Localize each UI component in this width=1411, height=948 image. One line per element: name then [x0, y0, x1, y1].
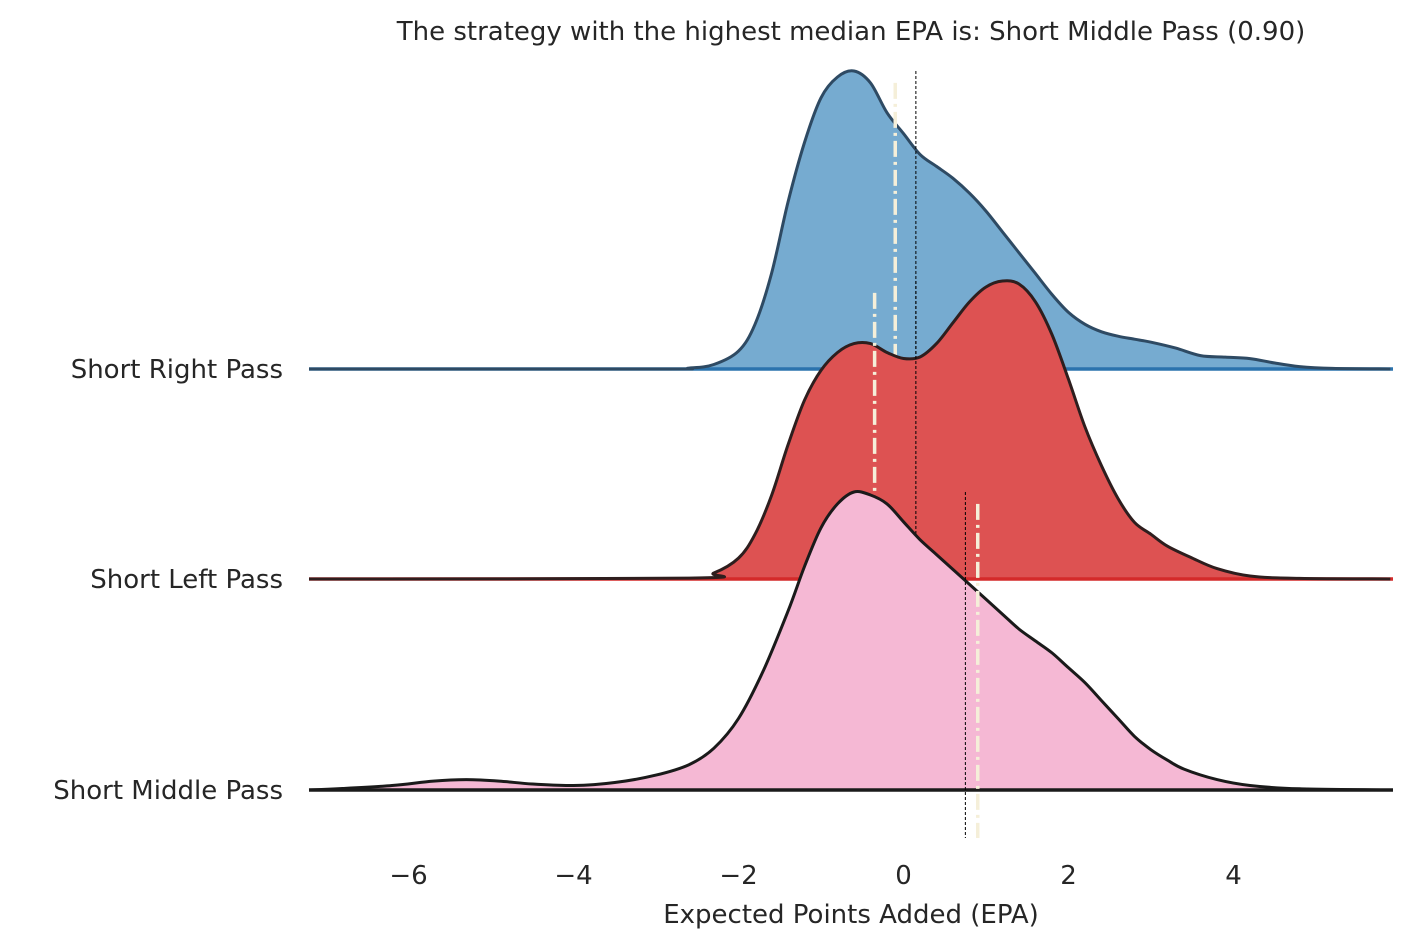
x-axis-label: Expected Points Added (EPA) — [663, 900, 1039, 930]
x-tick-label: −2 — [719, 861, 757, 891]
ridge-short-middle-pass: Short Middle Pass — [53, 490, 1393, 838]
x-tick-label: 4 — [1225, 861, 1242, 891]
density-outline-short-left-pass — [308, 279, 1391, 581]
ridge-label-short-left-pass: Short Left Pass — [90, 565, 283, 595]
density-area-short-right-pass — [309, 70, 1393, 370]
density-area-short-left-pass — [309, 280, 1393, 579]
density-outline-short-right-pass — [308, 69, 1391, 371]
density-outline-short-middle-pass — [308, 490, 1391, 792]
ridge-label-short-middle-pass: Short Middle Pass — [53, 776, 283, 806]
x-axis: −6 −4 −2 0 2 4 — [389, 861, 1241, 891]
x-tick-label: 0 — [895, 861, 912, 891]
ridge-short-right-pass: Short Right Pass — [71, 69, 1393, 417]
ridge-label-short-right-pass: Short Right Pass — [71, 355, 283, 385]
density-area-short-middle-pass — [309, 491, 1393, 790]
ridge-short-left-pass: Short Left Pass — [90, 279, 1393, 627]
x-tick-label: −4 — [554, 861, 592, 891]
ridges: Short Right Pass Short Left Pass Short Mid… — [53, 69, 1393, 838]
chart-title: The strategy with the highest median EPA… — [396, 17, 1306, 47]
x-tick-label: −6 — [389, 861, 427, 891]
x-tick-label: 2 — [1060, 861, 1077, 891]
